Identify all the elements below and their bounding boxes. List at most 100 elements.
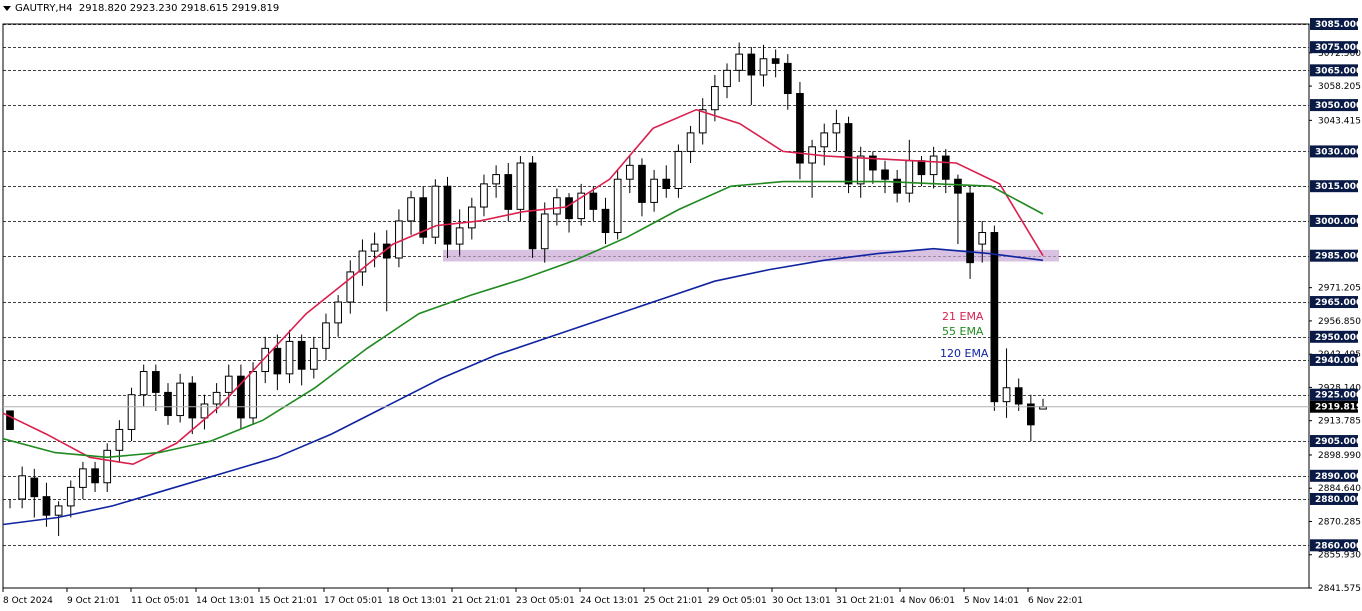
bull-candle — [650, 178, 658, 203]
level-badge — [1310, 469, 1358, 482]
level-badge — [1310, 180, 1358, 193]
bull-candle — [492, 174, 500, 185]
bear-candle — [990, 232, 999, 403]
level-badge — [1310, 64, 1358, 77]
bull-candle — [978, 232, 987, 245]
bull-candle — [431, 185, 440, 238]
bull-candle — [686, 132, 695, 152]
bull-candle — [698, 109, 707, 134]
time-tick-label: 24 Oct 13:01 — [580, 596, 639, 606]
level-badge — [1310, 249, 1358, 262]
level-badge-label: 3085.000 — [1315, 20, 1362, 30]
bull-candle — [285, 340, 294, 375]
bull-candle — [249, 371, 257, 419]
bull-candle — [723, 69, 731, 88]
bull-candle — [334, 301, 342, 324]
bull-candle — [224, 375, 233, 393]
level-badge — [1310, 99, 1358, 112]
bear-candle — [91, 468, 99, 484]
level-badge — [1310, 353, 1358, 366]
bear-candle — [565, 197, 573, 220]
ema-120-label: 120 EMA — [940, 347, 989, 360]
bear-candle — [638, 164, 646, 203]
time-tick-label: 6 Nov 22:01 — [1028, 596, 1083, 606]
bull-candle — [346, 271, 355, 303]
bear-candle — [419, 197, 428, 238]
level-badge-label: 2860.000 — [1315, 541, 1362, 551]
bull-candle — [820, 132, 829, 148]
price-tick-label: 2870.285 — [1318, 517, 1361, 527]
ohlc-values: 2918.820 2923.230 2918.615 2919.819 — [78, 3, 280, 14]
bear-candle — [747, 53, 756, 76]
time-tick-label: 23 Oct 05:01 — [516, 596, 575, 606]
bear-candle — [237, 375, 245, 419]
bull-candle — [1002, 387, 1011, 403]
bear-candle — [443, 185, 452, 245]
bull-candle — [66, 486, 75, 507]
bull-candle — [516, 162, 525, 210]
level-badge-label: 3065.000 — [1315, 66, 1362, 76]
level-badge — [1310, 435, 1358, 448]
bull-candle — [407, 197, 415, 222]
price-tick-label: 2971.205 — [1318, 284, 1361, 294]
bull-candle — [358, 250, 367, 273]
time-tick-label: 15 Oct 21:01 — [259, 596, 318, 606]
bull-candle — [856, 155, 865, 185]
time-tick-label: 4 Nov 06:01 — [900, 596, 955, 606]
time-tick-label: 18 Oct 13:01 — [388, 596, 447, 606]
bull-candle — [625, 164, 634, 180]
bull-candle — [480, 183, 488, 208]
bear-candle — [30, 477, 39, 498]
bear-candle — [42, 496, 51, 516]
bear-candle — [869, 155, 877, 171]
bull-candle — [79, 468, 87, 488]
bull-candle — [322, 322, 330, 349]
bear-candle — [188, 382, 197, 419]
bear-candle — [662, 178, 671, 190]
bear-candle — [1027, 403, 1035, 426]
bull-candle — [905, 160, 914, 194]
price-tick-label: 2884.640 — [1318, 484, 1361, 494]
bull-candle — [735, 53, 744, 71]
time-tick-label: 11 Oct 05:01 — [131, 596, 190, 606]
bull-candle — [455, 227, 464, 245]
bear-candle — [151, 371, 160, 393]
level-badge — [1310, 41, 1358, 54]
bull-candle — [553, 197, 561, 215]
triangle-down-icon[interactable] — [3, 5, 11, 11]
bear-candle — [917, 160, 926, 176]
price-tick-label: 3043.415 — [1318, 116, 1361, 126]
bull-candle — [759, 58, 768, 76]
level-badge — [1310, 18, 1358, 30]
current-price-badge — [1310, 400, 1358, 413]
bull-candle — [577, 192, 586, 220]
level-badge — [1310, 296, 1358, 309]
bear-candle — [273, 347, 282, 375]
bull-candle — [540, 213, 549, 250]
price-tick-label: 2841.575 — [1318, 584, 1361, 594]
time-tick-label: 9 Oct 21:01 — [67, 596, 120, 606]
time-tick-label: 31 Oct 21:01 — [836, 596, 895, 606]
bull-candle — [176, 382, 184, 417]
level-badge-label: 3030.000 — [1315, 147, 1362, 157]
chart-header: GAUTRY,H4 2918.820 2923.230 2918.615 291… — [3, 3, 279, 14]
price-tick-label: 2928.140 — [1318, 383, 1361, 393]
price-tick-label: 2855.930 — [1318, 551, 1361, 561]
bear-candle — [954, 178, 962, 194]
time-tick-label: 5 Nov 14:01 — [964, 596, 1019, 606]
bear-candle — [844, 123, 853, 185]
bear-candle — [941, 155, 950, 180]
level-badge-label: 2940.000 — [1315, 356, 1362, 366]
bear-candle — [796, 93, 804, 164]
bull-candle — [212, 391, 221, 405]
bull-candle — [674, 150, 683, 190]
bull-candle — [929, 155, 938, 176]
bear-candle — [601, 208, 610, 234]
price-tick-label: 3058.205 — [1318, 82, 1361, 92]
time-tick-label: 30 Oct 13:01 — [772, 596, 831, 606]
level-badge-label: 3075.000 — [1315, 43, 1362, 53]
time-tick-label: 25 Oct 21:01 — [644, 596, 703, 606]
bull-candle — [139, 371, 148, 396]
